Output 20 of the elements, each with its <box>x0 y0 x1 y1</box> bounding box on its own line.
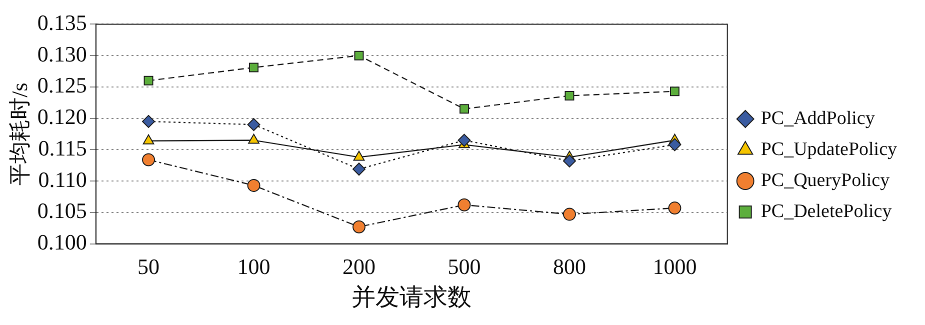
y-axis-title: 平均耗时/s <box>6 82 32 186</box>
x-tick-label: 200 <box>342 254 376 279</box>
legend-label: PC_QueryPolicy <box>760 170 890 191</box>
x-tick-label: 1000 <box>652 254 697 279</box>
legend-label: PC_UpdatePolicy <box>760 138 898 160</box>
x-tick-label: 500 <box>448 254 481 279</box>
x-axis-title: 并发请求数 <box>352 284 472 311</box>
y-tick-label: 0.125 <box>37 72 87 98</box>
y-tick-label: 0.110 <box>38 166 87 192</box>
x-tick-label: 50 <box>138 254 160 279</box>
y-tick-label: 0.100 <box>37 230 87 255</box>
y-tick-label: 0.135 <box>37 10 87 35</box>
x-tick-label: 100 <box>237 254 270 279</box>
y-tick-label: 0.105 <box>37 198 87 224</box>
y-tick-label: 0.115 <box>38 135 87 160</box>
legend-label: PC_DeletePolicy <box>760 200 892 222</box>
y-tick-label: 0.130 <box>37 41 87 66</box>
y-tick-label: 0.120 <box>37 104 87 130</box>
x-tick-label: 800 <box>552 254 586 279</box>
legend-label: PC_AddPolicy <box>760 108 876 129</box>
